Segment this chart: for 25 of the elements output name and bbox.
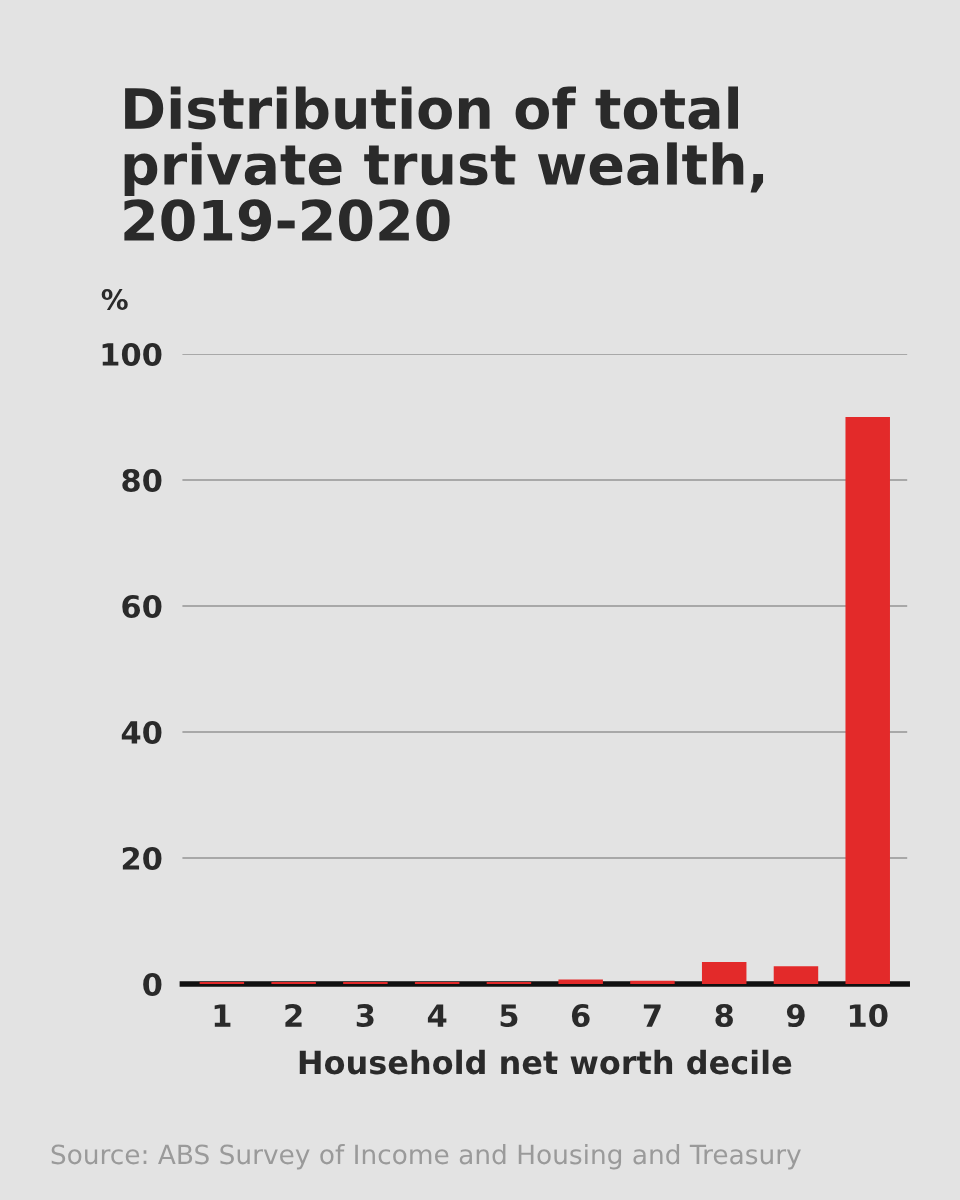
chart-title: Distribution of total private trust wealth, 2019-2020 xyxy=(124,86,764,242)
bar xyxy=(845,417,890,984)
x-tick-label: 1 xyxy=(214,1004,231,1027)
x-tick-label: 10 xyxy=(849,1003,888,1028)
bar xyxy=(558,979,603,984)
y-tick-label: 100 xyxy=(102,342,162,367)
bar xyxy=(630,980,675,984)
y-tick-label: 0 xyxy=(143,972,162,997)
x-tick-label: 6 xyxy=(571,1004,590,1028)
y-axis-title: % xyxy=(101,288,128,310)
bar xyxy=(773,966,819,984)
x-tick-label: 4 xyxy=(427,1004,447,1027)
x-tick-label: 7 xyxy=(643,1004,661,1027)
y-tick-label: 40 xyxy=(121,720,162,745)
x-tick-label: 2 xyxy=(285,1003,302,1027)
x-tick-label: 3 xyxy=(356,1003,374,1028)
source-note: Source: ABS Survey of Income and Housing and Treasury xyxy=(51,1143,801,1170)
x-axis-title: Household net worth decile xyxy=(299,1049,792,1075)
y-tick-label: 80 xyxy=(122,468,162,493)
bar xyxy=(701,961,747,984)
x-tick-label: 5 xyxy=(500,1004,518,1028)
y-tick-label: 60 xyxy=(122,594,162,619)
x-tick-label: 9 xyxy=(786,1004,805,1028)
y-tick-label: 20 xyxy=(122,846,162,871)
x-tick-label: 8 xyxy=(715,1003,733,1028)
